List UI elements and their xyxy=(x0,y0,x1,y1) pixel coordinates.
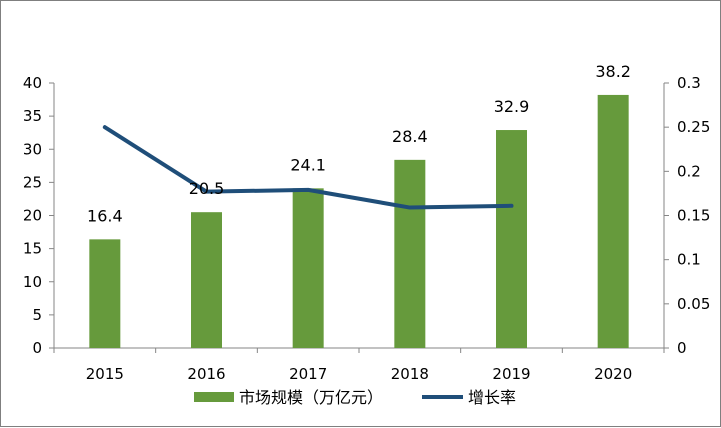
bar-data-label: 38.2 xyxy=(595,62,631,81)
bar xyxy=(293,188,324,348)
x-axis-tick-label: 2017 xyxy=(289,365,327,383)
bar-data-label: 24.1 xyxy=(290,155,326,174)
bar-data-label: 16.4 xyxy=(87,206,123,225)
x-axis-tick-label: 2020 xyxy=(594,365,632,383)
right-axis-tick-label: 0.1 xyxy=(677,251,701,269)
bar-data-label: 28.4 xyxy=(392,127,428,146)
right-axis-tick-label: 0.25 xyxy=(677,118,710,136)
bar xyxy=(598,95,629,348)
legend-label-bar: 市场规模（万亿元） xyxy=(239,388,383,407)
left-axis-tick-label: 0 xyxy=(32,339,42,357)
left-axis: 0 5 10 15 20 25 30 35 40 xyxy=(23,74,54,357)
bar xyxy=(394,160,425,348)
right-axis: 0 0.05 0.1 0.15 0.2 0.25 0.3 xyxy=(664,74,710,357)
x-axis-tick-label: 2015 xyxy=(86,365,124,383)
left-axis-tick-label: 25 xyxy=(23,173,42,191)
x-axis-tick-label: 2016 xyxy=(187,365,225,383)
left-axis-tick-label: 10 xyxy=(23,273,42,291)
right-axis-tick-label: 0 xyxy=(677,339,687,357)
legend: 市场规模（万亿元） 增长率 xyxy=(194,388,516,407)
left-axis-tick-label: 30 xyxy=(23,140,42,158)
right-axis-tick-label: 0.3 xyxy=(677,74,701,92)
left-axis-tick-label: 40 xyxy=(23,74,42,92)
data-labels: 16.4 20.5 24.1 28.4 32.9 38.2 xyxy=(87,62,631,225)
left-axis-tick-label: 35 xyxy=(23,107,42,125)
bar xyxy=(191,212,222,348)
x-axis-tick-label: 2018 xyxy=(391,365,429,383)
x-axis: 2015 2016 2017 2018 2019 2020 xyxy=(54,348,664,383)
left-axis-tick-label: 20 xyxy=(23,207,42,225)
bar-series xyxy=(89,95,628,348)
left-axis-tick-label: 15 xyxy=(23,240,42,258)
bar xyxy=(89,239,120,348)
x-axis-tick-label: 2019 xyxy=(492,365,530,383)
right-axis-tick-label: 0.15 xyxy=(677,207,710,225)
legend-swatch-bar xyxy=(194,392,234,402)
bar-data-label: 32.9 xyxy=(494,97,530,116)
legend-label-line: 增长率 xyxy=(468,388,516,407)
right-axis-tick-label: 0.05 xyxy=(677,295,710,313)
bar-data-label: 20.5 xyxy=(189,179,225,198)
left-axis-tick-label: 5 xyxy=(32,306,42,324)
bar xyxy=(496,130,527,348)
right-axis-tick-label: 0.2 xyxy=(677,162,701,180)
